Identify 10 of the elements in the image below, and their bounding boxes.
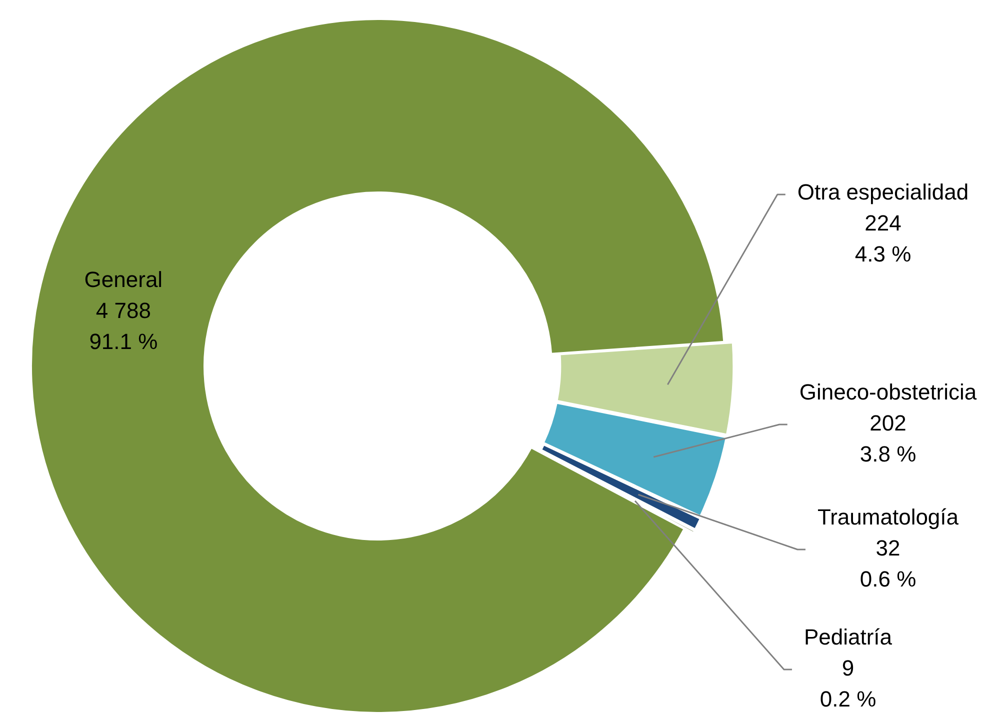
slice-label: Otra especialidad — [797, 180, 969, 205]
data-label: 4 788 91.1 % — [89, 298, 158, 354]
data-label: 202 3.8 % — [860, 410, 916, 467]
slice-label: Traumatología — [817, 504, 960, 530]
data-label: 224 4.3 % — [854, 210, 912, 267]
slice-label: General — [84, 266, 163, 292]
data-label: 9 0.2 % — [820, 656, 876, 712]
slice-label: Gineco-obstetricia — [799, 380, 978, 405]
slice-label: Pediatría — [804, 624, 893, 650]
data-label: 32 0.6 % — [860, 536, 916, 592]
